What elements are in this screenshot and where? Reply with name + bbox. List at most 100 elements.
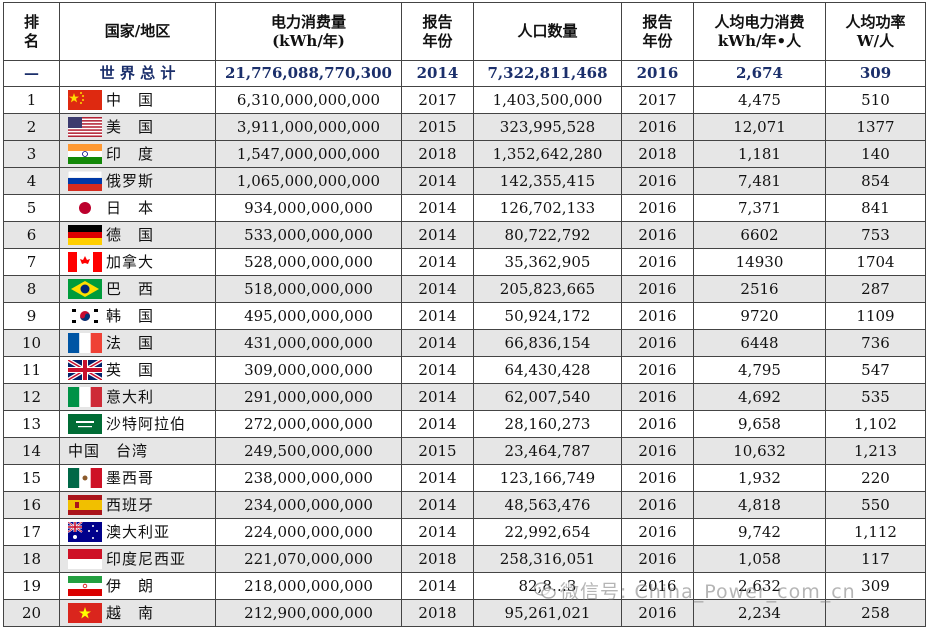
- id-flag-icon: [68, 549, 102, 569]
- country-cell: 德 国: [59, 221, 216, 249]
- table-row: 14 中国 台湾 249,500,000,000 2015 23,464,787 2016…: [3, 437, 926, 465]
- per-capita-cell: 7,371: [693, 194, 826, 222]
- population-year-cell: 2016: [621, 167, 694, 195]
- population-year-cell: 2018: [621, 140, 694, 168]
- report-year-cell: 2015: [401, 113, 474, 141]
- country-wrap: 印度尼西亚: [68, 549, 215, 569]
- per-capita-cell: 4,818: [693, 491, 826, 519]
- vn-flag-icon: [68, 603, 102, 623]
- table-row: 20 越 南 212,900,000,000 2018 95,261,021 2016 2,…: [3, 599, 926, 627]
- consumption-cell: 221,070,000,000: [215, 545, 402, 573]
- column-header-line: 人均功率: [845, 12, 906, 31]
- report-year-cell: 2014: [401, 572, 474, 600]
- consumption-cell: 218,000,000,000: [215, 572, 402, 600]
- per-capita-cell: 4,692: [693, 383, 826, 411]
- population-year-cell: 2016: [621, 302, 694, 330]
- ir-flag-icon: [68, 576, 102, 596]
- column-header-line: kWh/年•人: [717, 31, 802, 50]
- report-year-cell: 2014: [401, 383, 474, 411]
- consumption-cell: 272,000,000,000: [215, 410, 402, 438]
- country-wrap: 中国 台湾: [68, 442, 215, 460]
- column-header-line: 排: [23, 12, 39, 31]
- country-cell: 墨西哥: [59, 464, 216, 492]
- column-header: 排名: [3, 2, 60, 61]
- rank-cell: 18: [3, 545, 60, 573]
- column-header-line: W/人: [856, 31, 895, 50]
- report-year-cell: 2017: [401, 86, 474, 114]
- column-header-line: 报告: [642, 12, 673, 31]
- au-flag-icon: [68, 522, 102, 542]
- per-capita-power-cell: 140: [825, 140, 926, 168]
- country-name: 伊 朗: [106, 576, 155, 595]
- country-wrap: 美 国: [68, 117, 215, 137]
- per-capita-power-cell: 117: [825, 545, 926, 573]
- country-wrap: 日 本: [68, 198, 215, 218]
- per-capita-cell: 1,058: [693, 545, 826, 573]
- country-cell: 意大利: [59, 383, 216, 411]
- country-wrap: 中 国: [68, 90, 215, 110]
- country-cell: 英 国: [59, 356, 216, 384]
- report-year-cell: 2015: [401, 437, 474, 465]
- per-capita-power-cell: 753: [825, 221, 926, 249]
- per-capita-cell: 12,071: [693, 113, 826, 141]
- population-year-cell: 2016: [621, 248, 694, 276]
- per-capita-cell: 10,632: [693, 437, 826, 465]
- sa-flag-icon: [68, 414, 102, 434]
- cn-flag-icon: [68, 90, 102, 110]
- mx-flag-icon: [68, 468, 102, 488]
- column-header-line: (kWh/年): [272, 31, 345, 50]
- country-name: 澳大利亚: [106, 522, 171, 541]
- country-name: 法 国: [106, 333, 155, 352]
- fr-flag-icon: [68, 333, 102, 353]
- per-capita-power-cell: 535: [825, 383, 926, 411]
- column-header: 国家/地区: [59, 2, 216, 61]
- world-total-row: — 世 界 总 计 21,776,088,770,300 2014 7,322,811,…: [3, 60, 926, 87]
- per-capita-cell: 6448: [693, 329, 826, 357]
- country-name: 美 国: [106, 117, 155, 136]
- rank-cell: 5: [3, 194, 60, 222]
- country-cell: 印 度: [59, 140, 216, 168]
- population-year-cell: 2016: [621, 410, 694, 438]
- country-name: 意大利: [106, 387, 155, 406]
- country-name: 巴 西: [106, 279, 155, 298]
- table-row: 2 美 国 3,911,000,000,000 2015 323,995,528 2016…: [3, 113, 926, 141]
- consumption-cell: 249,500,000,000: [215, 437, 402, 465]
- population-year-cell: 2017: [621, 86, 694, 114]
- table-row: 15 墨西哥 238,000,000,000 2014 123,166,749 2016 1…: [3, 464, 926, 492]
- population-cell: 95,261,021: [473, 599, 622, 627]
- rank-cell: —: [3, 60, 60, 87]
- per-capita-power-cell: 1,213: [825, 437, 926, 465]
- per-capita-power-cell: 309: [825, 572, 926, 600]
- table-body: — 世 界 总 计 21,776,088,770,300 2014 7,322,811,…: [3, 60, 926, 627]
- per-capita-cell: 4,475: [693, 86, 826, 114]
- country-name: 日 本: [106, 198, 155, 217]
- report-year-cell: 2014: [401, 275, 474, 303]
- report-year-cell: 2014: [401, 410, 474, 438]
- consumption-cell: 3,911,000,000,000: [215, 113, 402, 141]
- per-capita-power-cell: 547: [825, 356, 926, 384]
- population-cell: 66,836,154: [473, 329, 622, 357]
- column-header: 报告 年份: [401, 2, 474, 61]
- kr-flag-icon: [68, 306, 102, 326]
- table-row: 9 韩 国 495,000,000,000 2014 50,924,172 2016 972…: [3, 302, 926, 330]
- es-flag-icon: [68, 495, 102, 515]
- table-row: 18 印度尼西亚 221,070,000,000 2018 258,316,051 201…: [3, 545, 926, 573]
- rank-cell: 10: [3, 329, 60, 357]
- country-name: 印度尼西亚: [106, 549, 187, 568]
- us-flag-icon: [68, 117, 102, 137]
- population-cell: 62,007,540: [473, 383, 622, 411]
- report-year-cell: 2014: [401, 491, 474, 519]
- country-cell: 美 国: [59, 113, 216, 141]
- rank-cell: 16: [3, 491, 60, 519]
- country-cell: 西班牙: [59, 491, 216, 519]
- table-row: 13 沙特阿拉伯 272,000,000,000 2014 28,160,273 2016…: [3, 410, 926, 438]
- consumption-cell: 934,000,000,000: [215, 194, 402, 222]
- consumption-cell: 495,000,000,000: [215, 302, 402, 330]
- country-wrap: 俄罗斯: [68, 171, 215, 191]
- rank-cell: 3: [3, 140, 60, 168]
- rank-cell: 11: [3, 356, 60, 384]
- table-row: 11 英 国 309,000,000,000 2014 64,430,428 2016 4,…: [3, 356, 926, 384]
- country-cell: 印度尼西亚: [59, 545, 216, 573]
- population-year-cell: 2016: [621, 572, 694, 600]
- country-name: 沙特阿拉伯: [106, 414, 187, 433]
